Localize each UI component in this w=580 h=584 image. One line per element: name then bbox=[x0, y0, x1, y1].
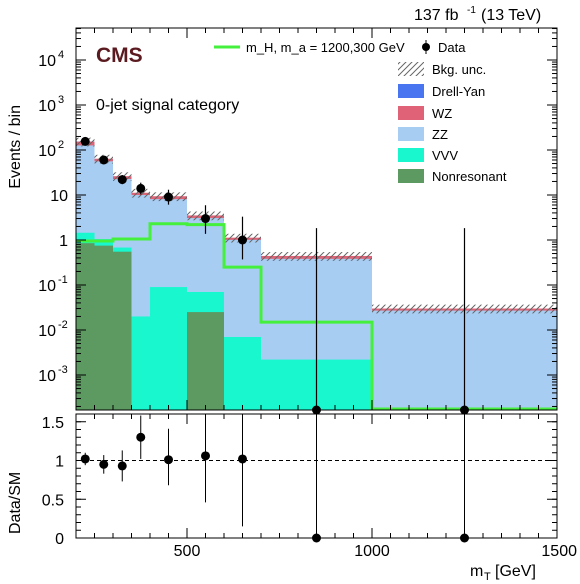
lumi-exponent: -1 bbox=[467, 5, 476, 16]
ratio-point bbox=[80, 454, 90, 464]
legend-zz-label: ZZ bbox=[432, 127, 448, 142]
legend-wz-swatch bbox=[398, 106, 424, 120]
luminosity-label: 137 fb -1 (13 TeV) bbox=[414, 5, 541, 24]
legend-nonres-swatch bbox=[398, 169, 424, 183]
y-tick-label: 10 bbox=[38, 323, 56, 340]
ratio-data-points bbox=[80, 414, 469, 543]
stack-bar-nonresonant bbox=[113, 251, 132, 410]
ratio-point bbox=[238, 454, 247, 464]
legend-data-label: Data bbox=[438, 40, 466, 55]
category-label: 0-jet signal category bbox=[96, 97, 239, 114]
ratio-y-tick-label: 1.5 bbox=[42, 415, 64, 432]
legend-dy-swatch bbox=[398, 84, 424, 98]
ratio-y-tick-label: 1 bbox=[55, 454, 64, 471]
ratio-y-tick-label: 0.5 bbox=[42, 492, 64, 509]
x-tick-label: 1000 bbox=[354, 543, 390, 560]
y-tick-exponent: 4 bbox=[58, 49, 64, 61]
y-tick-label: 10 bbox=[38, 368, 56, 385]
ratio-point bbox=[164, 455, 173, 465]
stack-bar-nonresonant bbox=[94, 245, 113, 410]
y-tick-exponent: -1 bbox=[58, 274, 68, 286]
y-tick-label: 10 bbox=[38, 53, 56, 70]
ratio-point bbox=[117, 461, 127, 471]
y-tick-label: 1 bbox=[59, 233, 68, 250]
lumi-value: 137 fb bbox=[414, 7, 459, 24]
legend-dy-label: Drell-Yan bbox=[432, 84, 485, 99]
legend-unc-swatch bbox=[398, 62, 424, 76]
stack-bar-vvv bbox=[150, 287, 187, 410]
legend: m_H, m_a = 1200,300 GeV Data Bkg. unc. D… bbox=[214, 40, 507, 184]
x-axis-title-unit: [GeV] bbox=[495, 563, 536, 580]
data-point bbox=[136, 183, 146, 193]
y-tick-label: 10 bbox=[38, 98, 56, 115]
x-tick-label: 500 bbox=[174, 543, 201, 560]
data-points bbox=[80, 136, 469, 415]
ratio-point bbox=[136, 432, 146, 442]
ratio-point bbox=[99, 459, 109, 469]
y-tick-exponent: 3 bbox=[58, 94, 64, 106]
legend-signal-label: m_H, m_a = 1200,300 GeV bbox=[246, 40, 405, 55]
legend-vvv-swatch bbox=[398, 148, 424, 162]
x-tick-label: 1500 bbox=[541, 543, 577, 560]
legend-wz-label: WZ bbox=[432, 106, 452, 121]
stack-bar-vvv bbox=[131, 316, 150, 410]
background-stack bbox=[76, 141, 557, 410]
x-axis-title-m: m bbox=[470, 563, 483, 580]
stack-bar-nonresonant bbox=[187, 312, 224, 410]
data-point bbox=[99, 155, 109, 165]
data-point bbox=[80, 136, 90, 146]
y-axis-title: Events / bin bbox=[7, 105, 24, 189]
data-point bbox=[201, 214, 210, 224]
y-tick-label: 10 bbox=[50, 188, 68, 205]
legend-unc-label: Bkg. unc. bbox=[432, 62, 486, 77]
lumi-energy: (13 TeV) bbox=[481, 7, 541, 24]
y-tick-exponent: 2 bbox=[58, 139, 64, 151]
legend-nonres-label: Nonresonant bbox=[432, 169, 507, 184]
legend-zz-swatch bbox=[398, 127, 424, 141]
ratio-y-axis-title: Data/SM bbox=[7, 472, 24, 534]
data-point bbox=[238, 235, 247, 245]
legend-vvv-label: VVV bbox=[432, 148, 458, 163]
x-axis-title: m T [GeV] bbox=[470, 563, 536, 583]
experiment-label: CMS bbox=[96, 44, 143, 67]
y-tick-label: 10 bbox=[38, 278, 56, 295]
y-tick-label: 10 bbox=[38, 143, 56, 160]
data-point bbox=[164, 192, 173, 202]
x-axis-title-sub: T bbox=[484, 571, 491, 583]
data-point bbox=[117, 175, 127, 185]
y-tick-exponent: -3 bbox=[58, 364, 68, 376]
stack-bar-vvv bbox=[224, 336, 261, 410]
ratio-point bbox=[201, 451, 210, 461]
y-tick-exponent: -2 bbox=[58, 319, 68, 331]
ratio-y-tick-label: 0 bbox=[55, 531, 64, 548]
